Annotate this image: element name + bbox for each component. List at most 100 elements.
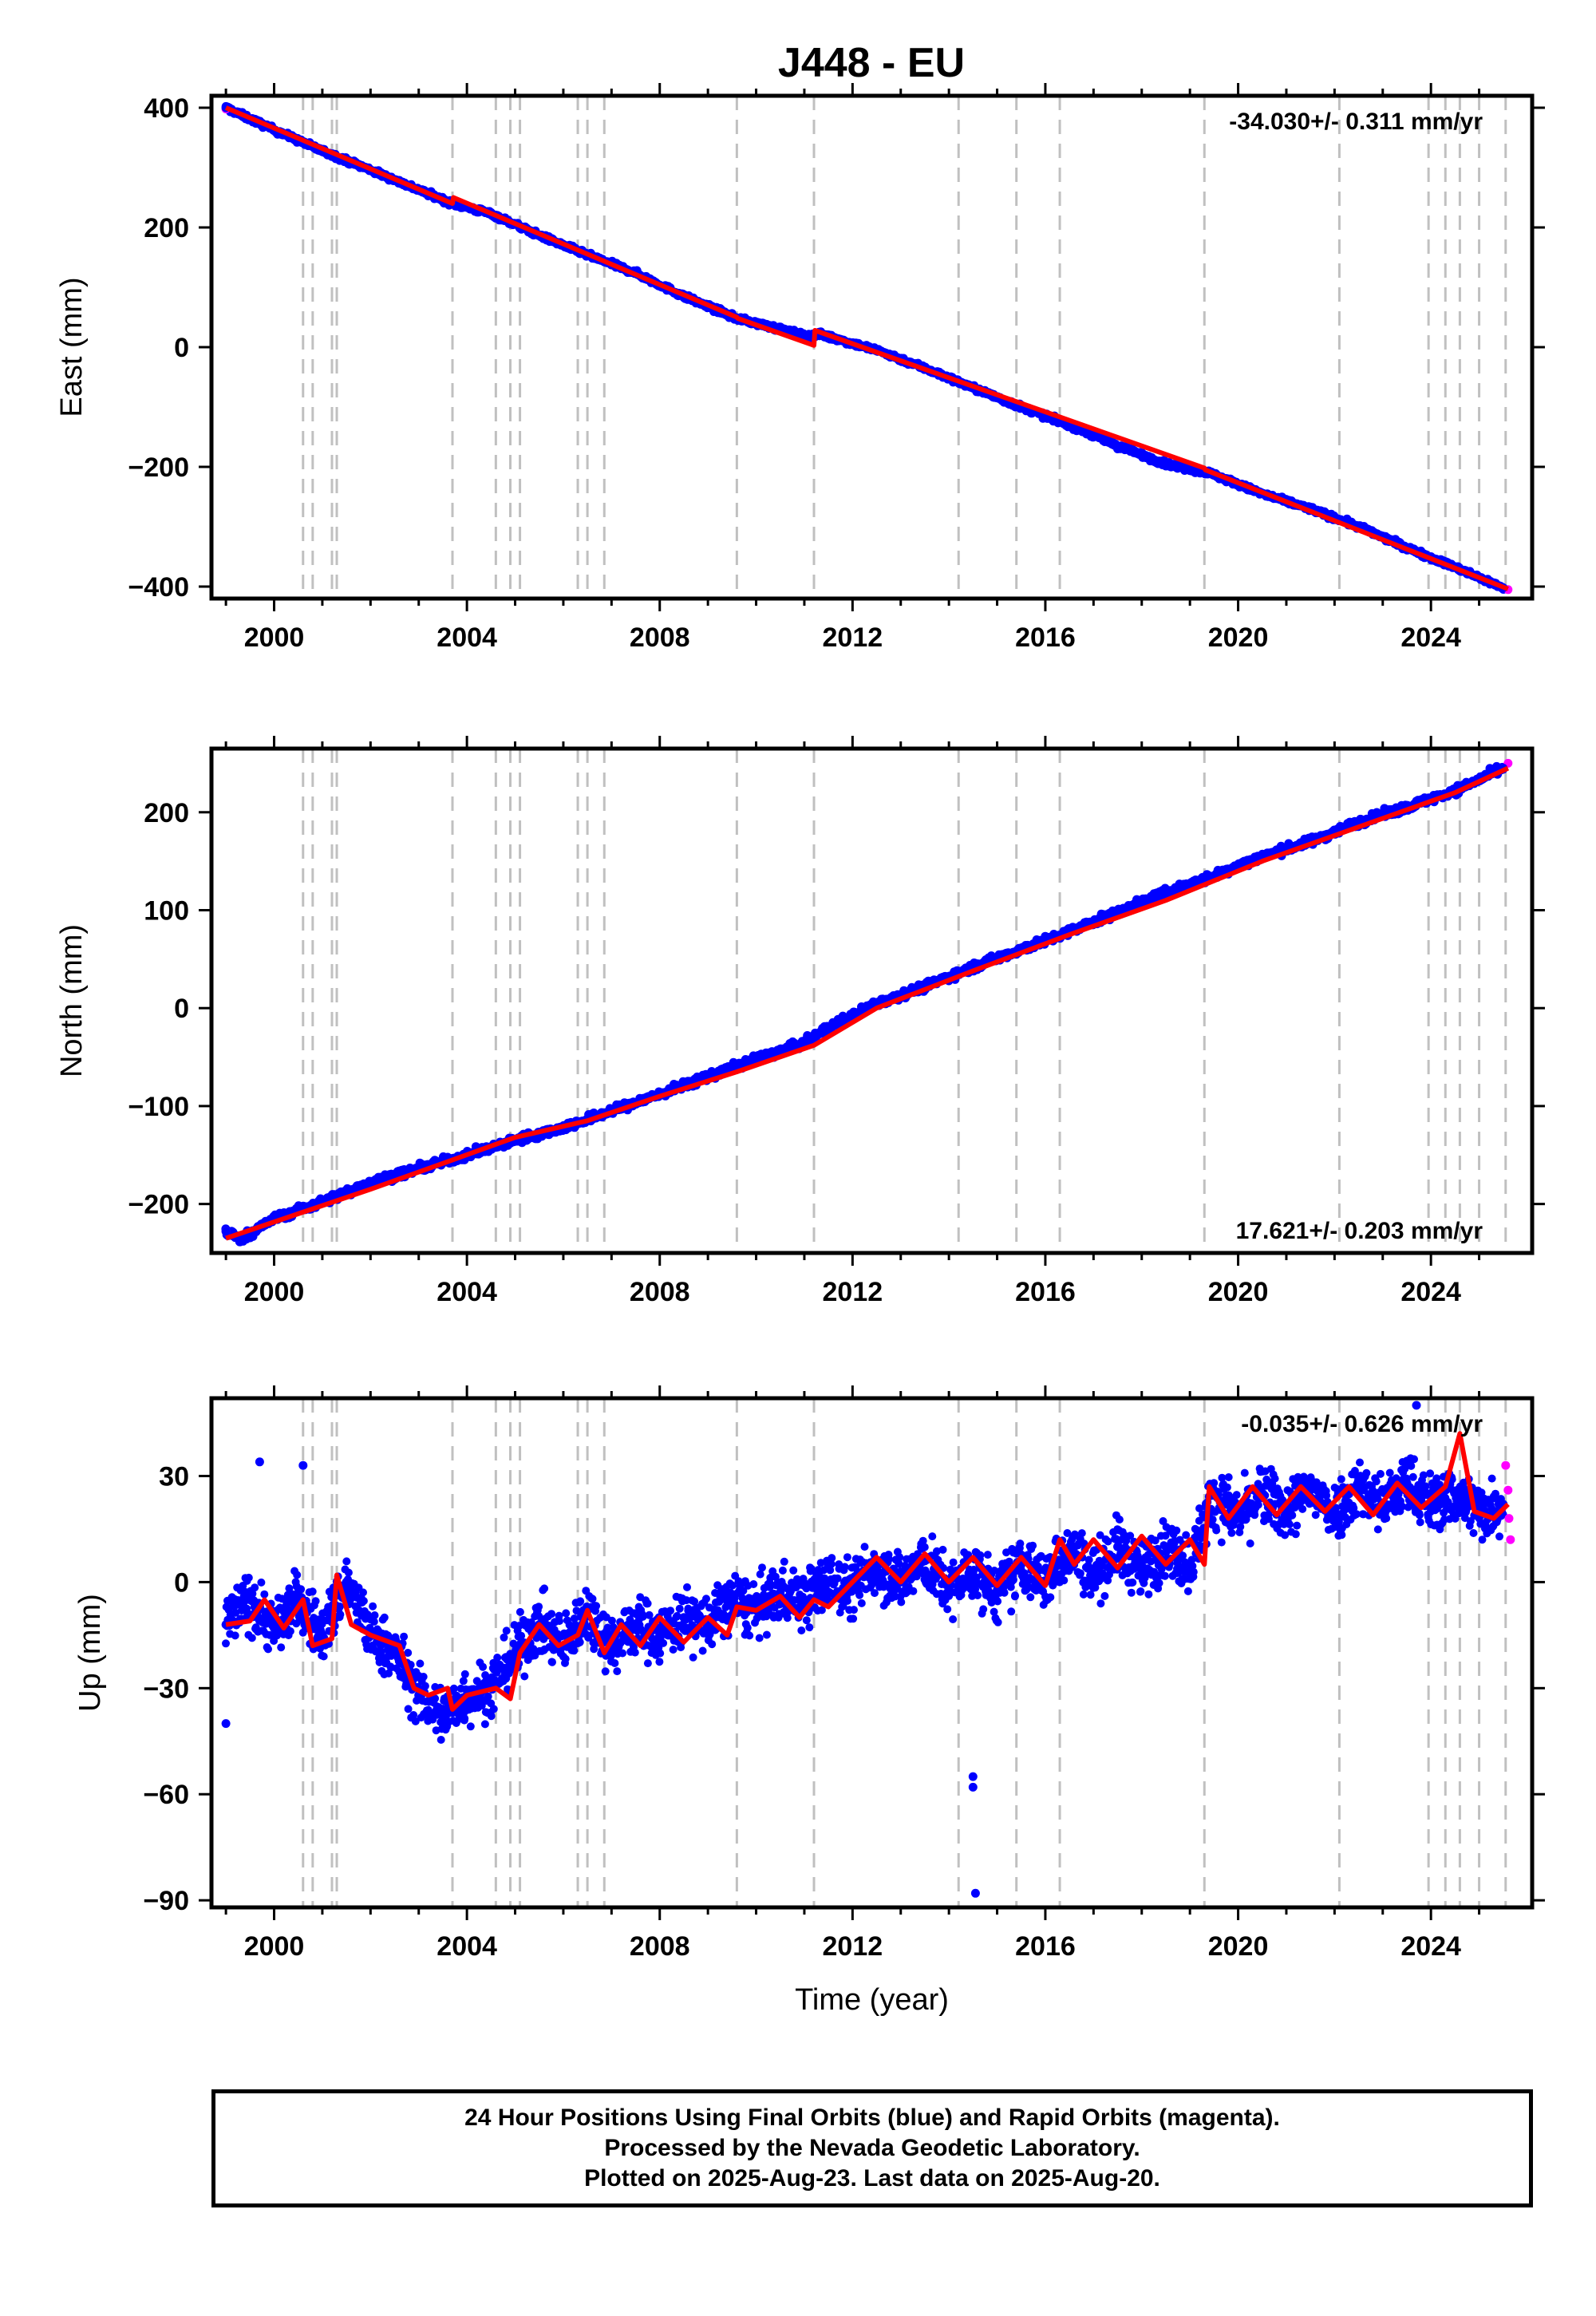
final-orbit-point xyxy=(688,1621,697,1630)
y-tick-label: −200 xyxy=(128,453,189,483)
final-orbit-point xyxy=(758,1563,766,1572)
final-orbit-point xyxy=(666,1607,675,1615)
final-orbit-point xyxy=(377,1647,385,1656)
final-orbit-point xyxy=(1161,887,1171,897)
final-orbit-point xyxy=(824,1023,833,1033)
final-orbit-point xyxy=(369,1602,377,1611)
final-orbit-point xyxy=(502,1626,511,1635)
final-orbit-point xyxy=(369,1618,378,1626)
x-tick-label: 2008 xyxy=(630,622,690,653)
final-orbit-point xyxy=(610,1659,619,1667)
velocity-rate-label: -34.030+/- 0.311 mm/yr xyxy=(1229,109,1483,135)
final-orbit-point xyxy=(516,1607,524,1616)
model-fit-line xyxy=(225,765,1510,1241)
final-orbit-point xyxy=(336,1611,345,1618)
x-tick-label: 2000 xyxy=(244,1277,305,1307)
final-orbit-point xyxy=(618,1649,627,1658)
final-orbit-point xyxy=(562,1609,571,1618)
final-orbit-point xyxy=(221,1227,231,1236)
final-orbit-point xyxy=(409,1711,418,1719)
final-orbit-point xyxy=(669,1646,678,1654)
x-tick-label: 2004 xyxy=(437,1277,497,1307)
x-tick-label: 2020 xyxy=(1208,622,1269,653)
final-orbit-point xyxy=(421,1682,429,1690)
final-orbit-point xyxy=(749,1580,758,1588)
final-orbit-point xyxy=(244,1573,253,1582)
final-orbit-point xyxy=(702,1595,710,1603)
final-orbit-point xyxy=(548,1658,556,1666)
y-tick-label: 200 xyxy=(144,213,189,243)
final-orbit-point xyxy=(359,1588,367,1597)
y-tick-label: 0 xyxy=(174,333,189,363)
final-orbit-point xyxy=(404,1705,413,1713)
final-orbit-point xyxy=(745,1631,754,1640)
final-orbit-point xyxy=(643,1659,652,1668)
final-orbit-point xyxy=(342,1557,351,1566)
data-points-group xyxy=(221,758,1513,1247)
final-orbit-point xyxy=(756,1570,764,1579)
final-orbit-point xyxy=(752,1054,760,1064)
final-orbit-point xyxy=(400,1632,409,1641)
plot-frame xyxy=(209,746,1535,1255)
final-orbit-point xyxy=(452,1691,461,1700)
final-orbit-point xyxy=(570,1614,579,1622)
final-orbit-point xyxy=(311,1597,320,1606)
final-orbit-point xyxy=(804,332,814,341)
final-orbit-point xyxy=(297,1585,306,1594)
final-orbit-point xyxy=(630,1648,639,1657)
final-orbit-point xyxy=(273,1631,281,1640)
final-orbit-point xyxy=(535,1603,543,1611)
east-panel: 2000 2004 2008 2012 2016 2020 2024−400−2000200… xyxy=(55,83,1545,653)
final-orbit-point xyxy=(683,1583,691,1591)
final-orbit-point xyxy=(489,1705,498,1713)
final-orbit-point xyxy=(500,1633,508,1642)
data-points-group xyxy=(221,1401,1515,1898)
final-orbit-point xyxy=(698,1646,707,1655)
final-orbit-point xyxy=(336,1603,344,1611)
chart-title: J448 - EU xyxy=(778,40,965,86)
y-axis-label: East (mm) xyxy=(55,277,89,417)
final-orbit-point xyxy=(344,1568,353,1577)
up-panel: 2000 2004 2008 2012 2016 2020 2024−90−60−30030… xyxy=(73,1385,1545,2017)
final-orbit-point xyxy=(515,1622,523,1630)
final-orbit-point xyxy=(576,1597,585,1606)
final-orbit-point xyxy=(540,1584,549,1593)
final-orbit-point xyxy=(517,1631,526,1640)
final-orbit-point xyxy=(655,1658,664,1666)
y-axis-label: North (mm) xyxy=(55,924,89,1077)
y-tick-label: 0 xyxy=(174,994,189,1024)
x-tick-label: 2020 xyxy=(1208,1277,1269,1307)
final-orbit-point xyxy=(743,1623,752,1632)
velocity-rate-label: 17.621+/- 0.203 mm/yr xyxy=(1236,1218,1483,1244)
final-orbit-point xyxy=(308,1587,317,1596)
final-orbit-point xyxy=(675,1604,684,1613)
final-orbit-point xyxy=(466,1722,475,1731)
x-tick-label: 2000 xyxy=(244,622,305,653)
final-orbit-point xyxy=(601,1667,610,1676)
final-orbit-point xyxy=(264,1645,272,1654)
final-orbit-point xyxy=(592,1602,601,1611)
final-orbit-point xyxy=(659,1638,668,1647)
x-tick-label: 2012 xyxy=(823,1277,883,1307)
final-orbit-point xyxy=(638,1612,647,1621)
final-orbit-point xyxy=(231,1608,240,1617)
model-fit-line xyxy=(224,105,1509,591)
final-orbit-point xyxy=(643,1599,652,1608)
north-panel: 2000 2004 2008 2012 2016 2020 2024−200−1000100… xyxy=(55,736,1545,1307)
x-tick-label: 2008 xyxy=(630,1277,690,1307)
y-tick-label: −100 xyxy=(128,1092,189,1122)
final-orbit-point xyxy=(479,1662,488,1671)
x-tick-label: 2004 xyxy=(437,622,497,653)
final-orbit-point xyxy=(257,1578,266,1587)
final-orbit-point xyxy=(319,1652,328,1661)
final-orbit-point xyxy=(449,1684,458,1693)
final-orbit-point xyxy=(575,1638,584,1646)
final-orbit-point xyxy=(459,1677,468,1686)
final-orbit-point xyxy=(645,1611,654,1619)
final-orbit-point xyxy=(484,1692,492,1701)
final-orbit-point xyxy=(590,1645,598,1654)
final-orbit-point xyxy=(493,1654,502,1662)
final-orbit-point xyxy=(460,1714,469,1723)
final-orbit-point xyxy=(1113,441,1122,451)
